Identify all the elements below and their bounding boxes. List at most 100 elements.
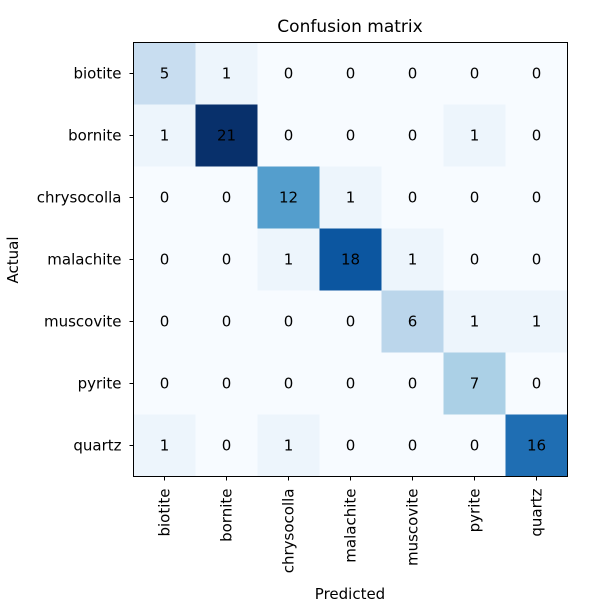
heatmap-cell [319,414,382,477]
cell-value-label: 0 [532,375,542,393]
cell-value-label: 0 [160,313,170,331]
cell-value-label: 0 [222,437,232,455]
cell-value-label: 0 [222,189,232,207]
heatmap-cell [195,352,258,415]
heatmap-cell [257,42,320,105]
heatmap-cell [381,352,444,415]
heatmap-cell [505,104,568,167]
cell-value-label: 0 [284,65,294,83]
cell-value-label: 1 [470,313,480,331]
cell-value-label: 1 [346,189,356,207]
heatmap-cell [195,42,258,105]
cell-value-label: 0 [160,375,170,393]
cell-value-label: 0 [284,313,294,331]
heatmap-cell [195,414,258,477]
cell-value-label: 0 [222,375,232,393]
cell-value-label: 0 [160,251,170,269]
heatmap-cell [505,42,568,105]
y-tick-label: quartz [73,437,121,455]
heatmap-cell [195,228,258,291]
y-tick-label: muscovite [44,313,122,331]
heatmap-cell [505,228,568,291]
heatmap-cell [133,290,196,353]
heatmap-cell [505,352,568,415]
x-tick-label: biotite [156,489,174,537]
cell-value-label: 0 [408,189,418,207]
cell-value-label: 0 [408,65,418,83]
cell-value-label: 0 [346,127,356,145]
cell-value-label: 0 [532,65,542,83]
heatmap-cell [443,104,506,167]
heatmap-cells [133,42,568,477]
heatmap-cell [319,290,382,353]
cell-value-label: 1 [470,127,480,145]
cell-value-label: 21 [217,127,236,145]
heatmap-cell [381,290,444,353]
heatmap-cell [319,228,382,291]
heatmap-cell [257,290,320,353]
cell-value-label: 0 [408,127,418,145]
cell-value-label: 0 [346,375,356,393]
heatmap-cell [257,166,320,229]
x-tick-label: malachite [342,489,360,563]
x-axis-ticks: biotite bornite chrysocolla malachite muscov… [156,476,546,574]
heatmap-cell [257,228,320,291]
heatmap-cell [257,104,320,167]
heatmap-cell [381,42,444,105]
y-tick-label: bornite [68,127,121,145]
x-tick-label: chrysocolla [280,489,298,574]
heatmap-cell [505,414,568,477]
heatmap-cell [133,414,196,477]
cell-value-label: 6 [408,313,418,331]
heatmap-cell [319,352,382,415]
cell-value-label: 0 [532,189,542,207]
heatmap-cell [257,414,320,477]
y-tick-label: biotite [73,65,121,83]
heatmap-cell [195,104,258,167]
x-tick-label: quartz [528,488,546,536]
cell-value-label: 1 [222,65,232,83]
cell-value-label: 7 [470,375,480,393]
cell-value-label: 0 [346,313,356,331]
heatmap-cell [133,228,196,291]
heatmap-cell [319,42,382,105]
cell-value-label: 0 [470,65,480,83]
cell-value-label: 0 [346,437,356,455]
heatmap-cell [133,352,196,415]
cell-value-label: 0 [160,189,170,207]
y-axis-ticks: biotite bornite chrysocolla malachite muscov… [37,65,134,455]
heatmap-cell [319,104,382,167]
heatmap-cell [381,104,444,167]
cell-value-label: 0 [470,189,480,207]
heatmap-cell [133,104,196,167]
cell-value-label: 0 [532,251,542,269]
heatmap-cell [443,352,506,415]
heatmap-cell [195,290,258,353]
heatmap-cell [195,166,258,229]
heatmap-cell [257,352,320,415]
cell-value-label: 0 [222,251,232,269]
heatmap-cell [133,42,196,105]
cell-value-label: 1 [284,251,294,269]
cell-value-label: 0 [532,127,542,145]
cell-value-label: 1 [160,127,170,145]
cell-value-label: 1 [408,251,418,269]
cell-value-label: 0 [284,127,294,145]
x-tick-label: muscovite [404,489,422,567]
cell-value-label: 0 [408,437,418,455]
cell-value-label: 0 [470,437,480,455]
cell-value-label: 0 [222,313,232,331]
heatmap-cell [443,414,506,477]
heatmap-cell [443,228,506,291]
heatmap-cell [443,42,506,105]
cell-value-label: 18 [341,251,360,269]
x-tick-label: bornite [218,489,236,542]
heatmap-cell [443,166,506,229]
cell-value-label: 1 [284,437,294,455]
heatmap-cell [381,414,444,477]
cell-value-label: 0 [408,375,418,393]
heatmap-cell-labels: 5 1 0 0 0 0 01 21 0 0 0 1 00 0 12 1 0 0 00 0 1 18 1 0 00 0 0 0 6 1 10 0… [160,65,546,455]
y-tick-label: chrysocolla [37,189,122,207]
heatmap-cell [319,166,382,229]
